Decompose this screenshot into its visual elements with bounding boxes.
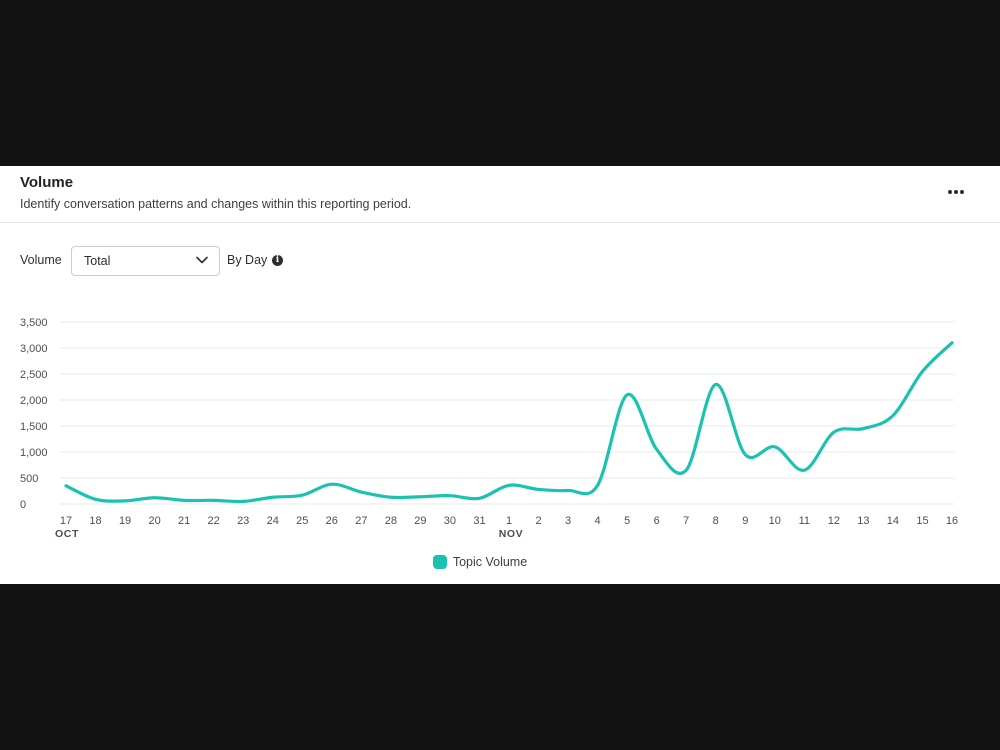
volume-select[interactable]: Total xyxy=(71,246,220,276)
x-tick-label: 14 xyxy=(887,515,899,527)
volume-select-value: Total xyxy=(84,254,111,268)
y-tick-label: 0 xyxy=(20,499,26,511)
x-tick-label: 23 xyxy=(237,515,249,527)
x-tick-label: 21 xyxy=(178,515,190,527)
x-tick-label: 11 xyxy=(799,515,810,527)
granularity-label: By Day xyxy=(227,253,268,267)
x-tick-label: 27 xyxy=(355,515,367,527)
x-tick-label: 29 xyxy=(414,515,426,527)
x-tick-label: 13 xyxy=(857,515,869,527)
y-tick-label: 2,000 xyxy=(20,395,48,407)
chart-controls: Volume Total By Day i xyxy=(0,246,1000,276)
x-tick-label: 15 xyxy=(916,515,928,527)
x-tick-label: 17 xyxy=(60,515,72,527)
month-label: NOV xyxy=(499,528,524,540)
volume-panel: Volume Identify conversation patterns an… xyxy=(0,166,1000,584)
series-line-topic-volume xyxy=(64,341,954,504)
y-tick-label: 500 xyxy=(20,473,38,485)
panel-title: Volume xyxy=(20,174,74,191)
panel-header: Volume Identify conversation patterns an… xyxy=(0,166,1000,223)
y-tick-label: 2,500 xyxy=(20,369,48,381)
x-tick-label: 19 xyxy=(119,515,131,527)
info-icon[interactable]: i xyxy=(272,255,283,266)
x-tick-label: 10 xyxy=(769,515,781,527)
x-tick-label: 6 xyxy=(654,515,660,527)
x-tick-label: 8 xyxy=(713,515,719,527)
x-tick-label: 31 xyxy=(473,515,485,527)
y-tick-label: 1,000 xyxy=(20,447,48,459)
x-tick-label: 25 xyxy=(296,515,308,527)
x-tick-label: 18 xyxy=(89,515,101,527)
legend-label: Topic Volume xyxy=(452,555,528,569)
x-tick-label: 2 xyxy=(535,515,541,527)
x-tick-label: 5 xyxy=(624,515,630,527)
x-tick-label: 12 xyxy=(828,515,840,527)
x-tick-label: 28 xyxy=(385,515,397,527)
y-tick-label: 3,500 xyxy=(20,317,48,329)
x-tick-label: 7 xyxy=(683,515,689,527)
x-tick-label: 9 xyxy=(742,515,748,527)
more-dot xyxy=(960,190,964,194)
x-tick-label: 1 xyxy=(506,515,512,527)
x-tick-label: 4 xyxy=(595,515,601,527)
x-tick-label: 16 xyxy=(946,515,958,527)
chevron-down-icon xyxy=(196,256,208,264)
volume-label: Volume xyxy=(20,253,62,267)
x-tick-label: 30 xyxy=(444,515,456,527)
more-options-icon[interactable] xyxy=(942,182,970,202)
x-tick-label: 24 xyxy=(267,515,279,527)
x-tick-label: 26 xyxy=(326,515,338,527)
x-tick-label: 20 xyxy=(148,515,160,527)
x-tick-label: 3 xyxy=(565,515,571,527)
more-dot xyxy=(948,190,952,194)
y-tick-label: 1,500 xyxy=(20,421,48,433)
x-tick-label: 22 xyxy=(208,515,220,527)
month-label: OCT xyxy=(55,528,79,540)
chart-legend: Topic Volume xyxy=(0,552,1000,572)
more-dot xyxy=(954,190,958,194)
legend-swatch[interactable] xyxy=(432,555,447,569)
panel-subtitle: Identify conversation patterns and chang… xyxy=(20,197,412,211)
y-tick-label: 3,000 xyxy=(20,343,48,355)
